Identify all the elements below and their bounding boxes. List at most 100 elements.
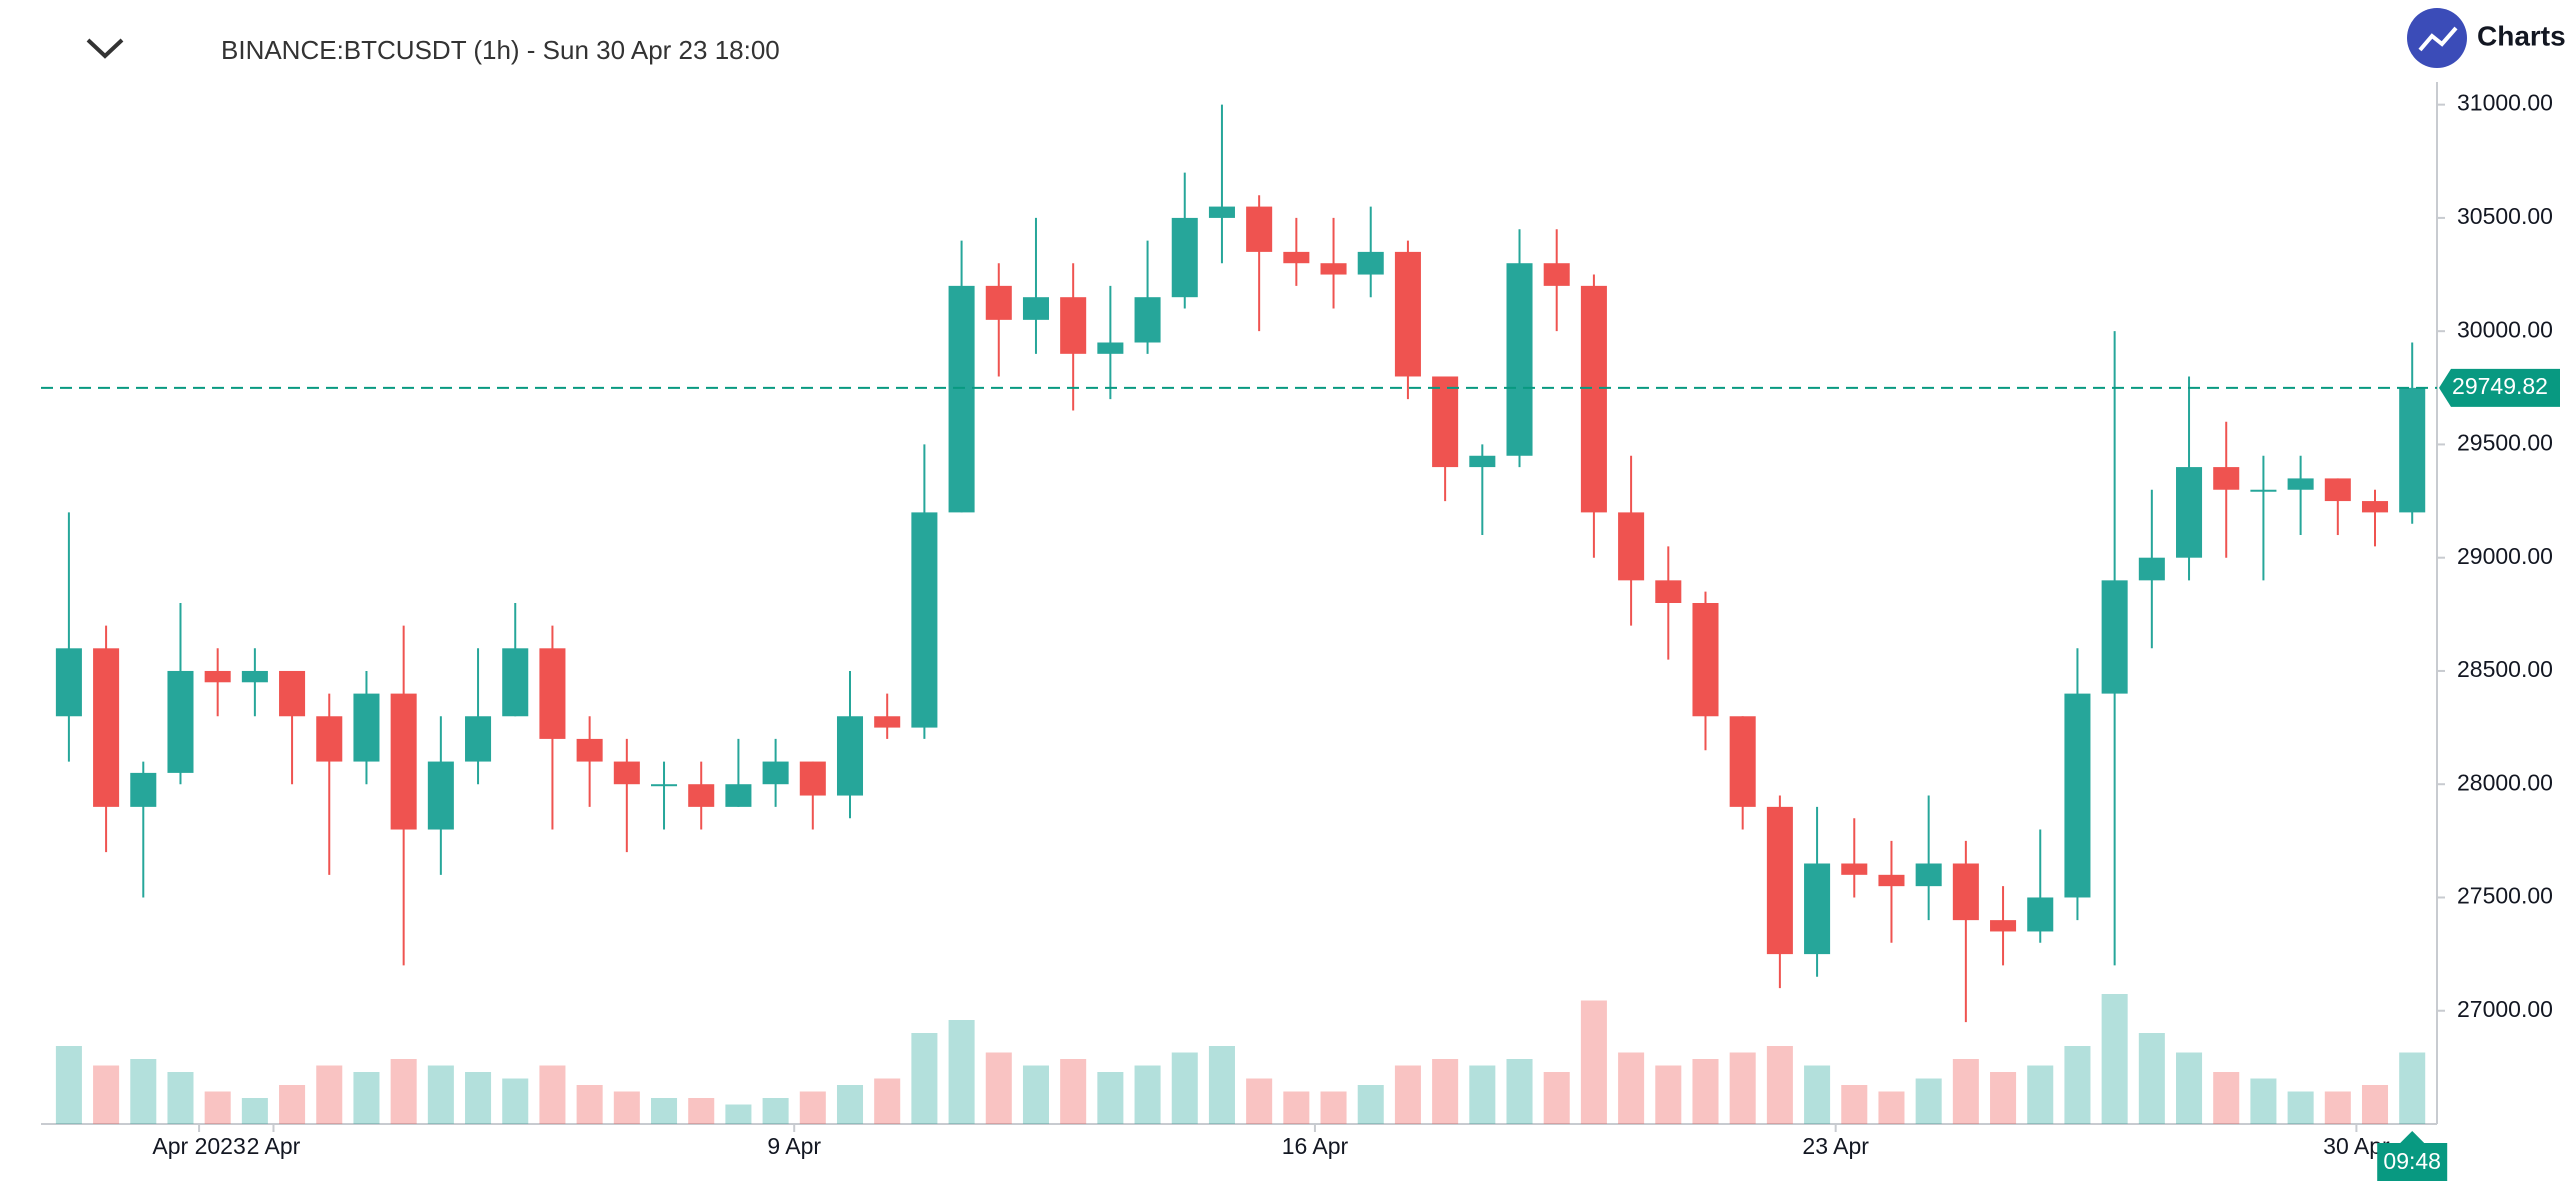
- candle-body: [465, 716, 492, 762]
- volume-bar: [2064, 1046, 2091, 1124]
- volume-bar: [353, 1072, 380, 1124]
- volume-bar: [465, 1072, 492, 1124]
- volume-bar: [1171, 1052, 1198, 1124]
- volume-bar: [316, 1065, 343, 1124]
- volume-bar: [1097, 1072, 1124, 1124]
- candle-body: [390, 693, 417, 830]
- candle-body: [204, 670, 231, 683]
- candle-body: [316, 716, 343, 762]
- candle-body: [1766, 806, 1793, 955]
- candle-body: [2138, 557, 2165, 581]
- volume-bar: [948, 1020, 975, 1124]
- volume-bar: [390, 1059, 417, 1124]
- volume-bar: [1729, 1052, 1756, 1124]
- volume-bar: [799, 1091, 826, 1124]
- candle-body: [1320, 263, 1347, 275]
- volume-bar: [539, 1065, 566, 1124]
- volume-bar: [1952, 1059, 1979, 1124]
- candle-body: [985, 285, 1012, 320]
- candle-body: [539, 648, 566, 739]
- y-tick-label: 29500.00: [2457, 430, 2553, 456]
- candle-body: [2324, 478, 2351, 502]
- candle-body: [688, 784, 715, 807]
- volume-bar: [55, 1046, 82, 1124]
- volume-bar: [613, 1091, 640, 1124]
- candle-body: [2101, 580, 2128, 694]
- volume-bar: [1878, 1091, 1905, 1124]
- volume-bar: [2324, 1091, 2351, 1124]
- y-tick-label: 27000.00: [2457, 996, 2553, 1022]
- candle-body: [1952, 863, 1979, 921]
- last-price-label: 29749.82: [2452, 373, 2548, 399]
- volume-bar: [874, 1078, 901, 1124]
- volume-bar: [130, 1059, 157, 1124]
- volume-bar: [1134, 1065, 1161, 1124]
- candle-body: [2250, 489, 2277, 492]
- volume-bar: [2027, 1065, 2054, 1124]
- countdown-box: [2377, 1143, 2448, 1181]
- volume-bar: [167, 1072, 194, 1124]
- volume-bar: [502, 1078, 529, 1124]
- logo-text[interactable]: Charts: [2477, 20, 2566, 51]
- volume-bar: [1320, 1091, 1347, 1124]
- volume-bar: [279, 1085, 306, 1124]
- candle-body: [1506, 263, 1533, 456]
- candle-body: [55, 648, 82, 717]
- x-tick-label: 16 Apr: [1282, 1133, 1349, 1159]
- candle-body: [279, 670, 306, 717]
- candle-body: [1022, 297, 1049, 320]
- candle-body: [1283, 251, 1310, 264]
- candle-body: [948, 285, 975, 513]
- candle-body: [2399, 387, 2426, 513]
- y-tick-label: 30500.00: [2457, 203, 2553, 229]
- y-tick-label: 28000.00: [2457, 769, 2553, 795]
- volume-bar: [241, 1098, 268, 1124]
- candle-body: [2176, 467, 2203, 558]
- candle-body: [93, 648, 120, 807]
- y-tick-label: 29000.00: [2457, 543, 2553, 569]
- volume-bar: [1655, 1065, 1682, 1124]
- volume-bar: [2287, 1091, 2314, 1124]
- candle-body: [502, 648, 529, 717]
- candle-body: [241, 670, 268, 683]
- candle-body: [1655, 580, 1682, 603]
- candle-body: [2287, 478, 2314, 490]
- candle-body: [1692, 603, 1719, 717]
- volume-bar: [1692, 1059, 1719, 1124]
- collapse-icon[interactable]: [86, 38, 124, 59]
- candle-body: [1060, 297, 1087, 354]
- volume-bar: [2213, 1072, 2240, 1124]
- countdown-label: 09:48: [2383, 1148, 2441, 1174]
- candle-body: [167, 670, 194, 773]
- countdown-pointer: [2400, 1131, 2425, 1143]
- candle-body: [1394, 251, 1421, 377]
- candle-body: [911, 512, 938, 728]
- volume-bar: [576, 1085, 603, 1124]
- candle-body: [1804, 863, 1831, 955]
- volume-bar: [1841, 1085, 1868, 1124]
- plot: 27000.00 27500.00 28000.00 28500.00 29000.00…: [41, 90, 2560, 1181]
- volume-bar: [1618, 1052, 1645, 1124]
- volume-bar: [1357, 1085, 1384, 1124]
- volume-bar: [1580, 1000, 1607, 1124]
- candle-body: [874, 716, 901, 728]
- candle-body: [799, 761, 826, 796]
- volume-bar: [1804, 1065, 1831, 1124]
- volume-bar: [1283, 1091, 1310, 1124]
- volume-bar: [688, 1098, 715, 1124]
- volume-bar: [985, 1052, 1012, 1124]
- volume-bar: [651, 1098, 678, 1124]
- candle-body: [2027, 897, 2054, 932]
- volume-bar: [93, 1065, 120, 1124]
- volume-bar: [427, 1065, 454, 1124]
- y-tick-label: 27500.00: [2457, 883, 2553, 909]
- candle-body: [1134, 297, 1161, 343]
- candle-body: [1915, 863, 1942, 887]
- last-price-box: [2439, 368, 2560, 407]
- candle-body: [836, 716, 864, 796]
- x-tick-label: 2 Apr: [247, 1133, 301, 1159]
- candle-body: [1246, 206, 1273, 252]
- x-tick-label: 9 Apr: [767, 1133, 821, 1159]
